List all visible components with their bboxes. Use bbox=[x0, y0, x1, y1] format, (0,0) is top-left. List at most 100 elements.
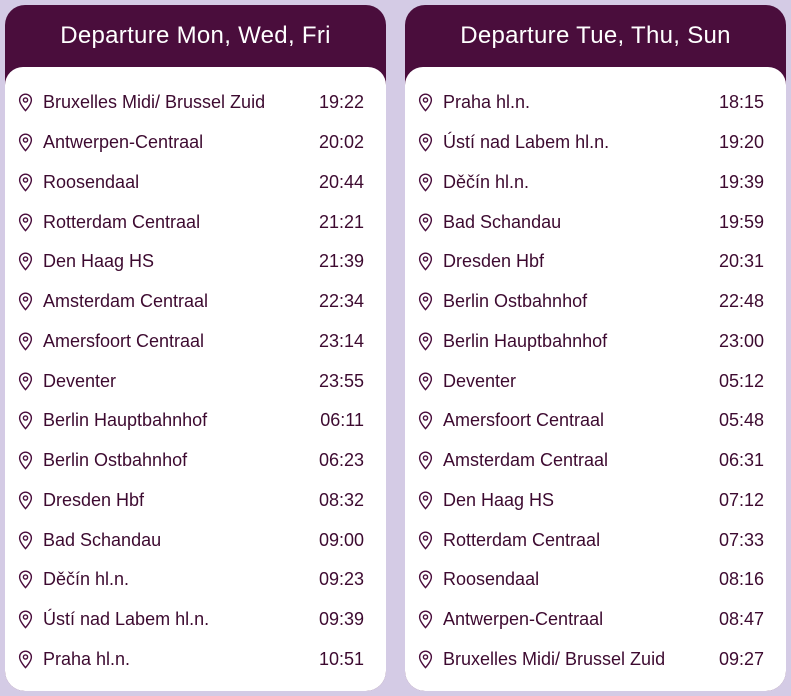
location-pin-icon bbox=[415, 211, 435, 233]
station-name: Antwerpen-Centraal bbox=[43, 132, 204, 153]
location-pin-icon bbox=[15, 251, 35, 273]
location-pin-icon bbox=[415, 569, 435, 591]
location-pin-icon bbox=[15, 370, 35, 392]
stop-row: Rotterdam Centraal 07:33 bbox=[415, 520, 764, 560]
station-name: Den Haag HS bbox=[43, 251, 155, 272]
departure-time: 19:59 bbox=[718, 211, 764, 232]
stop-row: Praha hl.n. 18:15 bbox=[415, 83, 764, 123]
station-name: Berlin Hauptbahnhof bbox=[43, 410, 208, 431]
stop-row: Roosendaal 08:16 bbox=[415, 560, 764, 600]
stop-row: Amsterdam Centraal 22:34 bbox=[15, 282, 364, 322]
station-name: Ústí nad Labem hl.n. bbox=[43, 609, 210, 630]
departure-time: 19:39 bbox=[718, 171, 764, 192]
location-pin-icon bbox=[15, 410, 35, 432]
schedule-card-tue-thu-sun: Departure Tue, Thu, Sun Praha hl.n. 18:15… bbox=[405, 5, 786, 691]
location-pin-icon bbox=[415, 92, 435, 114]
stop-list: Praha hl.n. 18:15 Ústí nad Labem hl.n. 19:2… bbox=[405, 67, 786, 691]
stop-row: Dresden Hbf 08:32 bbox=[15, 481, 364, 521]
departure-time: 07:12 bbox=[718, 489, 764, 510]
location-pin-icon bbox=[415, 171, 435, 193]
station-name: Bruxelles Midi/ Brussel Zuid bbox=[43, 92, 266, 113]
departure-time: 23:00 bbox=[718, 330, 764, 351]
station-name: Antwerpen-Centraal bbox=[443, 609, 604, 630]
departure-time: 19:20 bbox=[718, 132, 764, 153]
location-pin-icon bbox=[15, 529, 35, 551]
station-name: Berlin Ostbahnhof bbox=[443, 291, 588, 312]
stop-row: Antwerpen-Centraal 20:02 bbox=[15, 123, 364, 163]
departure-time: 08:32 bbox=[318, 489, 364, 510]
location-pin-icon bbox=[15, 569, 35, 591]
stop-row: Amersfoort Centraal 05:48 bbox=[415, 401, 764, 441]
station-name: Amsterdam Centraal bbox=[443, 450, 609, 471]
location-pin-icon bbox=[415, 410, 435, 432]
departure-time: 05:12 bbox=[718, 370, 764, 391]
station-name: Dresden Hbf bbox=[443, 251, 545, 272]
departure-time: 09:39 bbox=[318, 609, 364, 630]
departure-time: 05:48 bbox=[718, 410, 764, 431]
station-name: Deventer bbox=[43, 370, 117, 391]
station-name: Berlin Hauptbahnhof bbox=[443, 330, 608, 351]
station-name: Roosendaal bbox=[43, 171, 140, 192]
stop-row: Dresden Hbf 20:31 bbox=[415, 242, 764, 282]
departure-time: 20:31 bbox=[718, 251, 764, 272]
location-pin-icon bbox=[415, 648, 435, 670]
departure-time: 21:39 bbox=[318, 251, 364, 272]
card-title: Departure Mon, Wed, Fri bbox=[60, 22, 331, 49]
departure-time: 22:48 bbox=[718, 291, 764, 312]
station-name: Den Haag HS bbox=[443, 489, 555, 510]
departure-time: 06:31 bbox=[718, 450, 764, 471]
station-name: Ústí nad Labem hl.n. bbox=[443, 132, 610, 153]
stop-row: Antwerpen-Centraal 08:47 bbox=[415, 600, 764, 640]
station-name: Amersfoort Centraal bbox=[43, 330, 205, 351]
station-name: Berlin Ostbahnhof bbox=[43, 450, 188, 471]
stop-row: Rotterdam Centraal 21:21 bbox=[15, 202, 364, 242]
station-name: Roosendaal bbox=[443, 569, 540, 590]
schedule-card-mon-wed-fri: Departure Mon, Wed, Fri Bruxelles Midi/ … bbox=[5, 5, 386, 691]
station-name: Děčín hl.n. bbox=[43, 569, 130, 590]
stop-row: Děčín hl.n. 19:39 bbox=[415, 163, 764, 203]
stop-row: Praha hl.n. 10:51 bbox=[15, 640, 364, 680]
location-pin-icon bbox=[15, 132, 35, 154]
location-pin-icon bbox=[415, 291, 435, 313]
station-name: Děčín hl.n. bbox=[443, 171, 530, 192]
stop-row: Berlin Ostbahnhof 06:23 bbox=[15, 441, 364, 481]
location-pin-icon bbox=[15, 211, 35, 233]
location-pin-icon bbox=[15, 450, 35, 472]
location-pin-icon bbox=[415, 489, 435, 511]
stop-row: Ústí nad Labem hl.n. 09:39 bbox=[15, 600, 364, 640]
stop-row: Ústí nad Labem hl.n. 19:20 bbox=[415, 123, 764, 163]
departure-time: 10:51 bbox=[318, 648, 364, 669]
departure-time: 20:02 bbox=[318, 132, 364, 153]
departure-time: 08:47 bbox=[718, 609, 764, 630]
stop-row: Děčín hl.n. 09:23 bbox=[15, 560, 364, 600]
stop-row: Bruxelles Midi/ Brussel Zuid 09:27 bbox=[415, 640, 764, 680]
location-pin-icon bbox=[15, 171, 35, 193]
station-name: Amersfoort Centraal bbox=[443, 410, 605, 431]
location-pin-icon bbox=[15, 291, 35, 313]
stop-row: Den Haag HS 07:12 bbox=[415, 481, 764, 521]
departure-time: 18:15 bbox=[718, 92, 764, 113]
station-name: Praha hl.n. bbox=[43, 648, 131, 669]
location-pin-icon bbox=[15, 330, 35, 352]
location-pin-icon bbox=[415, 132, 435, 154]
departure-time: 23:55 bbox=[318, 370, 364, 391]
location-pin-icon bbox=[15, 648, 35, 670]
departure-time: 09:23 bbox=[318, 569, 364, 590]
location-pin-icon bbox=[15, 92, 35, 114]
stop-row: Amersfoort Centraal 23:14 bbox=[15, 322, 364, 362]
departure-time: 19:22 bbox=[318, 92, 364, 113]
stop-row: Deventer 05:12 bbox=[415, 361, 764, 401]
stop-row: Berlin Hauptbahnhof 23:00 bbox=[415, 322, 764, 362]
stop-row: Berlin Hauptbahnhof 06:11 bbox=[15, 401, 364, 441]
departure-time: 06:11 bbox=[320, 410, 364, 431]
location-pin-icon bbox=[415, 609, 435, 631]
location-pin-icon bbox=[15, 609, 35, 631]
station-name: Bad Schandau bbox=[443, 211, 562, 232]
station-name: Praha hl.n. bbox=[443, 92, 531, 113]
stop-row: Amsterdam Centraal 06:31 bbox=[415, 441, 764, 481]
location-pin-icon bbox=[415, 450, 435, 472]
location-pin-icon bbox=[415, 370, 435, 392]
stop-row: Den Haag HS 21:39 bbox=[15, 242, 364, 282]
station-name: Bad Schandau bbox=[43, 529, 162, 550]
